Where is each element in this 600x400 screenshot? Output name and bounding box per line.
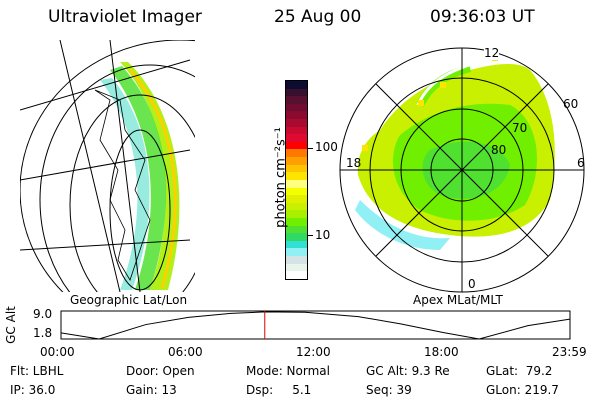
glat-info: GLat: 79.2	[486, 364, 553, 378]
mlt-label-0: 0	[468, 277, 476, 291]
colorbar-band	[286, 134, 307, 142]
mlat-label-70: 70	[512, 121, 528, 135]
colorbar-tick-10: 10	[315, 228, 331, 242]
colorbar-band	[286, 172, 307, 180]
colorbar-band	[286, 126, 307, 135]
seq-info: Seq: 39	[366, 383, 412, 397]
glon-info: GLon: 219.7	[486, 383, 559, 397]
colorbar-band	[286, 248, 307, 257]
gc-alt-info: GC Alt: 9.3 Re	[366, 364, 450, 378]
colorbar-band	[286, 256, 307, 264]
filter-info: Flt: LBHL	[10, 364, 64, 378]
colorbar-band	[286, 164, 307, 173]
orbit-xtick: 12:00	[296, 345, 331, 359]
ip-info: IP: 36.0	[10, 383, 56, 397]
mlat-label-80: 80	[491, 143, 507, 157]
date-label: 25 Aug 00	[274, 7, 362, 27]
orbit-ytick-1.8: 1.8	[33, 326, 53, 340]
colorbar-band	[286, 240, 307, 249]
globe-map	[20, 40, 195, 292]
colorbar-band	[286, 187, 307, 196]
colorbar-band	[286, 103, 307, 112]
mlt-label-12: 12	[484, 46, 500, 60]
colorbar-band	[286, 179, 307, 188]
mlt-label-6: 6	[577, 156, 585, 170]
colorbar-band	[286, 195, 307, 203]
time-label: 09:36:03 UT	[430, 7, 535, 27]
colorbar-band	[286, 88, 307, 97]
colorbar-band	[286, 157, 307, 165]
orbit-xtick: 06:00	[168, 345, 203, 359]
colorbar-band	[286, 233, 307, 241]
instrument-title: Ultraviolet Imager	[48, 7, 202, 27]
colorbar-band	[286, 149, 307, 158]
orbit-ytick-9: 9.0	[33, 307, 53, 321]
colorbar-band	[286, 141, 307, 150]
colorbar-band	[286, 271, 307, 279]
colorbar-band	[286, 210, 307, 218]
colorbar-tick-100: 100	[315, 140, 338, 154]
apex-label: Apex MLat/MLT	[413, 293, 503, 307]
dsp-info: Dsp: 5.1	[246, 383, 312, 397]
orbit-altitude-line	[60, 311, 571, 340]
colorbar-tick	[307, 148, 313, 149]
colorbar-band	[286, 202, 307, 211]
orbit-xtick: 23:59	[552, 345, 587, 359]
colorbar-band	[286, 217, 307, 226]
colorbar-band	[286, 111, 307, 120]
door-info: Door: Open	[126, 364, 195, 378]
colorbar-band	[286, 81, 307, 89]
geographic-label: Geographic Lat/Lon	[70, 293, 188, 307]
colorbar-band	[286, 119, 307, 127]
colorbar-tick	[307, 235, 313, 236]
gain-info: Gain: 13	[126, 383, 177, 397]
mlt-label-18: 18	[346, 156, 362, 170]
orbit-xtick: 00:00	[40, 345, 75, 359]
colorbar-band	[286, 225, 307, 234]
colorbar-band	[286, 263, 307, 272]
mlat-label-60: 60	[563, 97, 579, 111]
mode-info: Mode: Normal	[246, 364, 330, 378]
colorbar-band	[286, 96, 307, 104]
colorbar	[285, 80, 308, 280]
orbit-frame	[60, 310, 571, 340]
orbit-xtick: 18:00	[424, 345, 459, 359]
